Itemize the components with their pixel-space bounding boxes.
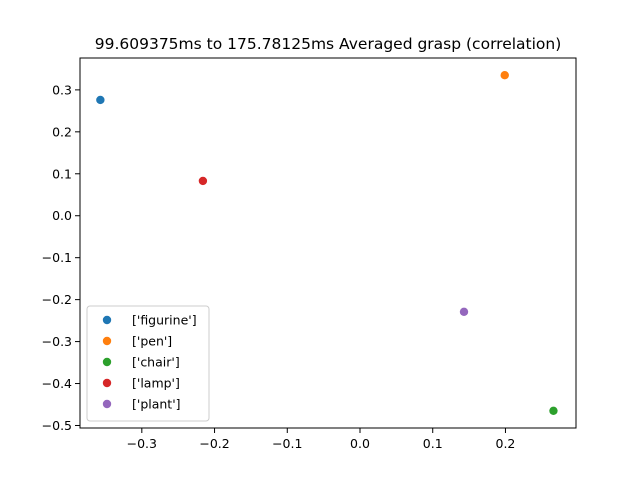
legend-marker bbox=[102, 357, 112, 367]
y-tick-label: −0.4 bbox=[42, 376, 72, 391]
data-point bbox=[500, 70, 509, 80]
data-point bbox=[96, 95, 105, 105]
data-point bbox=[198, 176, 208, 186]
legend-marker bbox=[102, 336, 112, 346]
x-tick-label: −0.3 bbox=[127, 436, 157, 451]
chart-title: 99.609375ms to 175.78125ms Averaged gras… bbox=[95, 35, 562, 53]
legend-marker bbox=[102, 399, 112, 409]
y-tick-label: −0.2 bbox=[42, 292, 72, 307]
y-axis: 0.3 0.2 0.1 0.0 −0.1 −0.2 −0.3 −0.4 −0.5 bbox=[42, 82, 80, 433]
y-tick-label: 0.3 bbox=[52, 82, 72, 97]
x-axis: −0.3 −0.2 −0.1 0.0 0.1 0.2 bbox=[127, 428, 516, 451]
y-tick-label: 0.0 bbox=[52, 208, 72, 223]
legend-marker bbox=[102, 378, 112, 388]
x-tick-label: 0.2 bbox=[496, 436, 516, 451]
y-tick-label: 0.1 bbox=[52, 166, 72, 181]
data-point bbox=[549, 406, 558, 416]
y-tick-label: −0.3 bbox=[42, 334, 72, 349]
y-tick-label: −0.5 bbox=[42, 418, 72, 433]
plot-area-frame bbox=[79, 57, 577, 429]
legend-label: ['pen'] bbox=[132, 334, 172, 349]
legend: ['figurine'] ['pen'] ['chair'] ['lamp'] ['pl… bbox=[86, 305, 210, 422]
legend-marker bbox=[102, 315, 112, 325]
data-point bbox=[459, 307, 469, 316]
legend-label: ['lamp'] bbox=[132, 376, 180, 391]
legend-label: ['figurine'] bbox=[132, 313, 197, 328]
data-points bbox=[96, 70, 558, 416]
legend-label: ['plant'] bbox=[132, 397, 181, 412]
legend-box bbox=[86, 305, 210, 422]
x-tick-label: 0.0 bbox=[350, 436, 370, 451]
x-tick-label: −0.1 bbox=[272, 436, 302, 451]
x-tick-label: 0.1 bbox=[423, 436, 443, 451]
y-tick-label: 0.2 bbox=[52, 124, 72, 139]
y-tick-label: −0.1 bbox=[42, 250, 72, 265]
x-tick-label: −0.2 bbox=[199, 436, 229, 451]
legend-label: ['chair'] bbox=[132, 355, 180, 370]
